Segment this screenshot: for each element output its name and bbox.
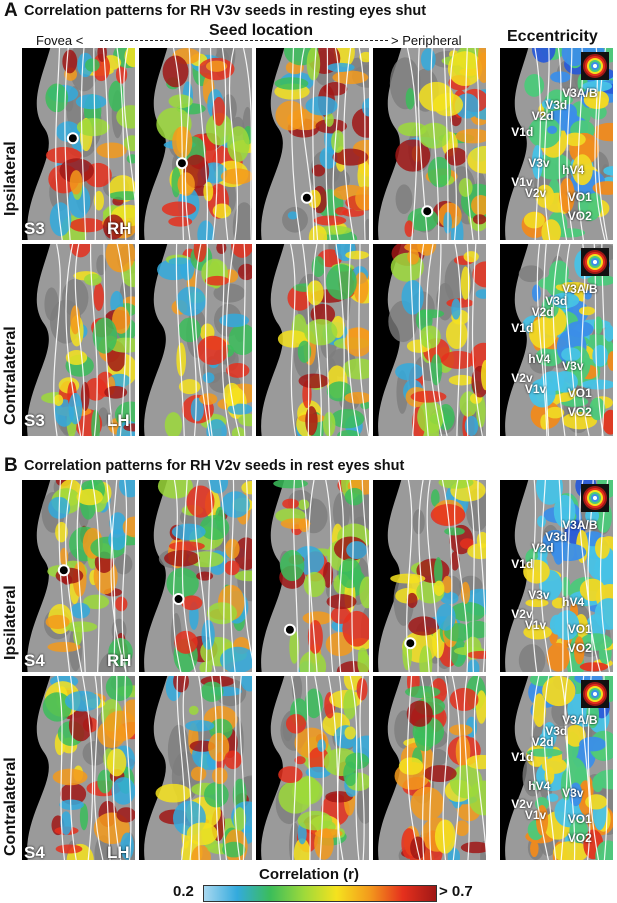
- panel-b-contralateral-map: [256, 676, 369, 860]
- roi-label: hV4: [562, 595, 585, 610]
- axis-peripheral-label: > Peripheral: [391, 33, 462, 48]
- roi-label: V3A/B: [562, 282, 598, 297]
- panel-a-eccentricity-map-bottom: V3A/B V3d V2d V1d hV4 V3v V2v V1v VO1 VO2: [500, 244, 613, 436]
- roi-label: VO2: [567, 405, 592, 420]
- roi-label: V1d: [511, 320, 534, 335]
- seed-location-label: Seed location: [205, 22, 318, 40]
- panel-a-contralateral-map: [139, 244, 252, 436]
- roi-label: VO1: [567, 190, 592, 205]
- panel-b-row-contralateral: Contralateral: [2, 757, 19, 856]
- roi-label: V3d: [545, 293, 568, 308]
- panel-b-ipsilateral-map: [22, 480, 135, 672]
- roi-label: V2v: [511, 797, 533, 812]
- roi-label: V1v: [524, 618, 547, 633]
- panel-b-eccentricity-map-top: V3A/B V3d V2d V1d V3v hV4 V2v V1v VO1 VO2: [500, 480, 613, 672]
- roi-label: V1v: [524, 808, 547, 823]
- panel-a-eccentricity-map-top: V3A/B V3d V2d V1d V3v hV4 V1v V2v VO1 VO2: [500, 48, 613, 240]
- roi-label: V3v: [528, 155, 550, 170]
- roi-label: V3d: [545, 723, 568, 738]
- panel-a-hemi-bottom: LH: [107, 411, 130, 430]
- panel-a-contralateral-map: [22, 244, 135, 436]
- roi-label: V1d: [511, 556, 534, 571]
- colorbar-min-label: 0.2: [173, 883, 194, 900]
- colorbar-max-label: > 0.7: [439, 883, 473, 900]
- panel-a-ipsilateral-map: [22, 48, 135, 240]
- roi-label: VO2: [567, 209, 592, 224]
- panel-b-subject-bottom: S4: [24, 843, 45, 862]
- axis-fovea-label: Fovea <: [36, 33, 84, 48]
- panel-b-letter: B: [4, 455, 18, 476]
- roi-label: V2d: [531, 734, 554, 749]
- panel-b-row-ipsilateral: Ipsilateral: [2, 585, 19, 660]
- axis-dashed-arrow: [100, 40, 388, 41]
- roi-label: V2d: [531, 305, 554, 320]
- roi-label: V3v: [528, 587, 550, 602]
- panel-b-eccentricity-map-bottom: V3A/B V3d V2d V1d hV4 V3v V2v V1v VO1 VO2: [500, 676, 613, 860]
- roi-label: V3d: [545, 529, 568, 544]
- roi-label: V3A/B: [562, 86, 598, 101]
- roi-label: V2v: [524, 186, 547, 201]
- panel-a-subject-top: S3: [24, 219, 45, 238]
- colorbar-label: Correlation (r): [259, 866, 360, 883]
- roi-label: V2v: [511, 606, 533, 621]
- panel-a-contralateral-map: [373, 244, 486, 436]
- panel-a-row-ipsilateral: Ipsilateral: [2, 141, 19, 216]
- panel-b-contralateral-map: [22, 676, 135, 860]
- panel-a-subject-bottom: S3: [24, 411, 45, 430]
- roi-label: V1d: [511, 124, 534, 139]
- panel-b-ipsilateral-map: [373, 480, 486, 672]
- roi-label: V3v: [562, 786, 584, 801]
- roi-label: VO2: [567, 641, 592, 656]
- panel-a-row-contralateral: Contralateral: [2, 326, 19, 425]
- roi-label: V3A/B: [562, 712, 598, 727]
- panel-b-hemi-top: RH: [107, 651, 132, 670]
- eccentricity-header: Eccentricity: [507, 28, 598, 45]
- roi-label: V3d: [545, 97, 568, 112]
- panel-a-ipsilateral-map: [256, 48, 369, 240]
- roi-label: V1v: [511, 174, 533, 189]
- panel-b-contralateral-map: [139, 676, 252, 860]
- roi-label: V2v: [511, 370, 533, 385]
- roi-label: VO1: [567, 622, 592, 637]
- roi-label: VO1: [567, 812, 592, 827]
- roi-label: hV4: [562, 163, 585, 178]
- panel-b-subject-top: S4: [24, 651, 45, 670]
- roi-label: V2d: [531, 541, 554, 556]
- roi-label: hV4: [528, 779, 551, 794]
- panel-a-contralateral-map: [256, 244, 369, 436]
- panel-b-ipsilateral-map: [256, 480, 369, 672]
- panel-b-hemi-bottom: LH: [107, 843, 130, 862]
- panel-a-ipsilateral-map: [139, 48, 252, 240]
- roi-label: V3v: [562, 359, 584, 374]
- roi-label: V2d: [531, 109, 554, 124]
- panel-a-ipsilateral-map: [373, 48, 486, 240]
- roi-label: hV4: [528, 351, 551, 366]
- roi-label: V1d: [511, 749, 534, 764]
- roi-label: V1v: [524, 382, 547, 397]
- panel-b-contralateral-map: [373, 676, 486, 860]
- panel-a-letter: A: [4, 0, 18, 21]
- roi-label: VO2: [567, 830, 592, 845]
- colorbar-gradient: [203, 885, 437, 902]
- panel-a-title: Correlation patterns for RH V3v seeds in…: [24, 3, 427, 19]
- panel-a-hemi-top: RH: [107, 219, 132, 238]
- roi-label: VO1: [567, 386, 592, 401]
- roi-label: V3A/B: [562, 518, 598, 533]
- panel-b-ipsilateral-map: [139, 480, 252, 672]
- panel-b-title: Correlation patterns for RH V2v seeds in…: [24, 458, 405, 474]
